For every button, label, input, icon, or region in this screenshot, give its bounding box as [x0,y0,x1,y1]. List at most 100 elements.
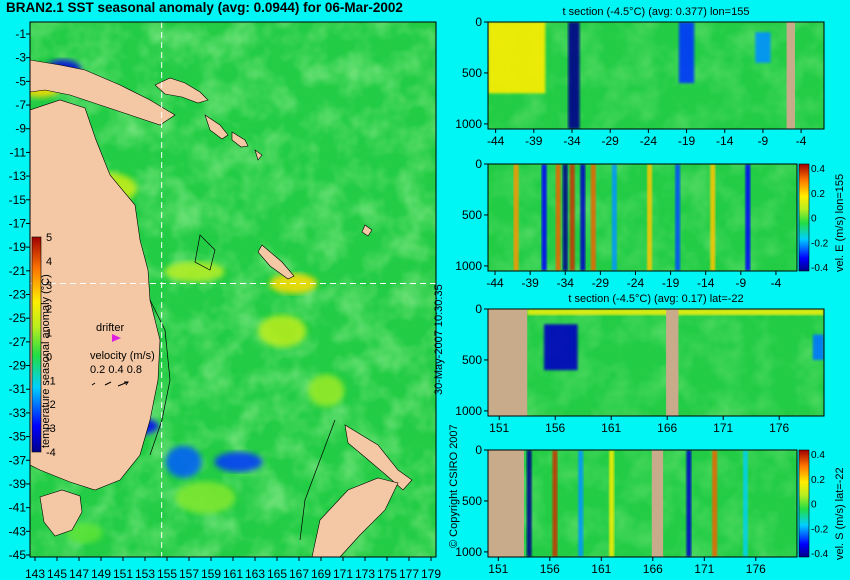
section-y-tick-label: 500 [462,494,482,508]
map-y-tick-label: -43 [9,524,27,538]
section-anomaly [812,334,824,360]
section-x-tick-label: 176 [769,421,789,435]
section-texture [488,309,824,416]
map-colorbar-tick: 0 [46,351,52,363]
section-frame [487,21,825,130]
map-x-tick-label: 169 [311,567,331,580]
land-mass [30,99,161,491]
section-x-tick-label: -14 [716,134,734,148]
section-texture [488,450,797,557]
map-x-tick-label: 175 [377,567,397,580]
section-colorbar-tick: 0 [811,500,817,511]
section-y-tick-label: 1000 [455,259,482,273]
section-colorbar-tick: 0.2 [811,189,825,200]
section-land [651,450,664,557]
section-x-tick-label: 176 [746,562,766,576]
section-y-tick-label: 1000 [455,117,482,131]
velocity-stripe [580,164,586,271]
velocity-stripe [745,164,751,271]
map-y-tick-label: -29 [9,359,27,373]
map-y-tick-label: -17 [9,216,27,230]
velocity-stripe [686,450,692,557]
anomaly-patch [214,451,263,472]
section-x-tick-label: -44 [486,276,504,290]
map-colorbar-tick: 5 [46,232,52,244]
section-y-tick-label: 0 [475,157,482,171]
map-y-tick-label: -3 [15,51,26,65]
section-colorbar [798,163,810,272]
map-colorbar-tick: 2 [46,304,52,316]
map-y-tick-label: -45 [9,548,27,562]
map-x-tick-label: 149 [91,567,111,580]
section-x-tick-label: 151 [489,421,509,435]
map-colorbar-tick: -2 [46,399,56,411]
section-x-tick-label: 171 [694,562,714,576]
section-x-tick-label: -39 [521,276,539,290]
section-y-tick-label: 0 [475,443,482,457]
section-x-tick-label: -4 [771,276,782,290]
map-colorbar-tick: -1 [46,375,56,387]
section-x-tick-label: -29 [602,134,620,148]
section-colorbar [798,449,810,558]
map-frame [29,21,437,558]
land-mass [231,131,249,148]
map-y-tick-label: -19 [9,240,27,254]
map-y-tick-label: -31 [9,382,27,396]
map-x-tick-label: 165 [267,567,287,580]
map-colorbar-tick: -3 [46,423,56,435]
map-y-tick-label: -7 [15,98,26,112]
section-x-tick-label: 161 [591,562,611,576]
anomaly-patch [165,445,202,478]
velocity-arrow-medium [104,381,112,386]
map-y-tick-label: -21 [9,264,27,278]
section-panel-t-section-lon: -44 -39 -34 -29 -24 -19 -14 -9 -4 0 500 1000 t secti… [455,6,825,148]
section-frame [487,308,825,417]
map-y-tick-label: -35 [9,430,27,444]
velocity-arrow-large [117,381,129,387]
velocity-stripe [526,450,532,557]
section-x-tick-label: -34 [563,134,581,148]
map-y-tick-label: -11 [10,145,27,159]
anomaly-patch [164,261,225,282]
section-x-tick-label: -24 [640,134,658,148]
section-y-tick-label: 500 [462,208,482,222]
velocity-stripe [611,164,617,271]
section-x-tick-label: -34 [557,276,575,290]
map-y-tick-label: -5 [15,74,26,88]
section-colorbar-tick: 0 [811,214,817,225]
velocity-stripe [675,164,681,271]
section-panel-vel-e-lon: -44 -39 -34 -29 -24 -19 -14 -9 -4 0 500 1000 0.4 0.2 0… [455,157,828,290]
section-x-tick-label: -9 [735,276,746,290]
section-x-tick-label: 166 [657,421,677,435]
land-mass [204,114,229,140]
section-colorbar-tick: 0.4 [811,450,825,461]
section-title: t section (-4.5°C) (avg: 0.17) lat=-22 [568,293,743,305]
land-mass [154,77,209,104]
section-x-tick-label: -19 [662,276,680,290]
map-x-tick-label: 157 [179,567,199,580]
section-frame [487,163,798,272]
section-title: t section (-4.5°C) (avg: 0.377) lon=155 [563,6,750,18]
map-colorbar [31,236,42,453]
section-x-tick-label: 156 [545,421,565,435]
map-x-tick-label: 153 [135,567,155,580]
section-anomaly [488,22,546,94]
map-x-tick-label: 173 [355,567,375,580]
map-x-tick-label: 177 [399,567,419,580]
map-colorbar-label: temperature seasonal anomaly (°C) [40,274,52,448]
map-x-tick-label: 161 [223,567,243,580]
land-mass [254,149,263,161]
section-y-tick-label: 0 [475,15,482,29]
map-colorbar-tick: 4 [46,256,52,268]
velocity-stripe [555,164,561,271]
map-x-tick-label: 155 [157,567,177,580]
map-x-tick-label: 171 [333,567,353,580]
section-x-tick-label: -19 [678,134,696,148]
section-x-tick-label: 151 [488,562,508,576]
map-y-tick-label: -9 [15,122,26,136]
velocity-stripe [552,450,558,557]
velocity-stripe [578,450,584,557]
map-x-tick-label: 143 [25,567,45,580]
section-anomaly [678,22,695,84]
map-x-tick-label: 145 [47,567,67,580]
